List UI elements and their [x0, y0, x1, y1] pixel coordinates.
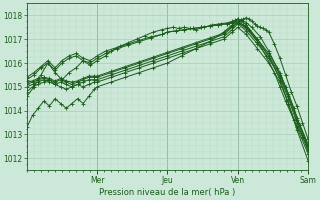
X-axis label: Pression niveau de la mer( hPa ): Pression niveau de la mer( hPa ) — [100, 188, 236, 197]
